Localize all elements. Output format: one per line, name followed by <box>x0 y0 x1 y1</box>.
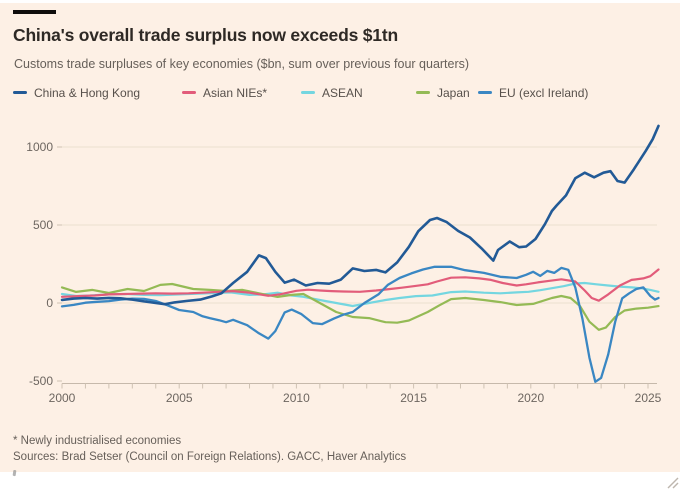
line-swatch-icon <box>13 90 27 95</box>
chart-title: China's overall trade surplus now exceed… <box>13 25 398 45</box>
y-axis-label: 500 <box>33 218 53 232</box>
resize-handle-icon[interactable] <box>672 482 679 489</box>
x-axis-label: 2000 <box>49 391 76 405</box>
y-axis-label: 0 <box>46 296 53 310</box>
series-line-eu-excl-ireland <box>60 265 660 383</box>
legend: China & Hong Kong Asian NIEs* ASEAN Japa… <box>0 85 680 101</box>
y-axis-label: 1000 <box>26 140 53 154</box>
legend-label: EU (excl Ireland) <box>499 85 589 100</box>
x-axis-label: 2025 <box>635 391 662 405</box>
legend-label: ASEAN <box>322 85 363 100</box>
x-axis-label: 2015 <box>400 391 427 405</box>
chart-card-background <box>0 3 680 472</box>
series-line-china-hong-kong <box>60 124 660 306</box>
legend-item-asian-nies: Asian NIEs* <box>182 85 267 100</box>
line-swatch-icon <box>301 90 315 95</box>
legend-label: Asian NIEs* <box>203 85 268 100</box>
chart-footnote: * Newly industrialised economies <box>13 435 182 447</box>
resize-handle-icon[interactable] <box>667 477 679 489</box>
chart-subtitle: Customs trade surpluses of key economies… <box>14 57 470 71</box>
line-swatch-icon <box>416 90 430 95</box>
line-swatch-icon <box>478 90 492 95</box>
legend-label: China & Hong Kong <box>34 85 141 100</box>
line-swatch-icon <box>182 90 196 95</box>
legend-item-china-hong-kong: China & Hong Kong <box>13 85 140 100</box>
accent-bar <box>13 10 56 14</box>
y-axis-label: -500 <box>29 374 53 388</box>
legend-item-eu-excl-ireland: EU (excl Ireland) <box>478 85 588 100</box>
series-line-japan <box>60 282 660 331</box>
legend-item-japan: Japan <box>416 85 470 100</box>
x-axis-label: 2020 <box>517 391 544 405</box>
legend-label: Japan <box>437 85 470 100</box>
series-line-asian-nies <box>60 268 660 302</box>
chart-sources: Sources: Brad Setser (Council on Foreign… <box>13 451 407 463</box>
x-axis-label: 2005 <box>166 391 193 405</box>
legend-item-asean: ASEAN <box>301 85 363 100</box>
x-axis-label: 2010 <box>283 391 310 405</box>
